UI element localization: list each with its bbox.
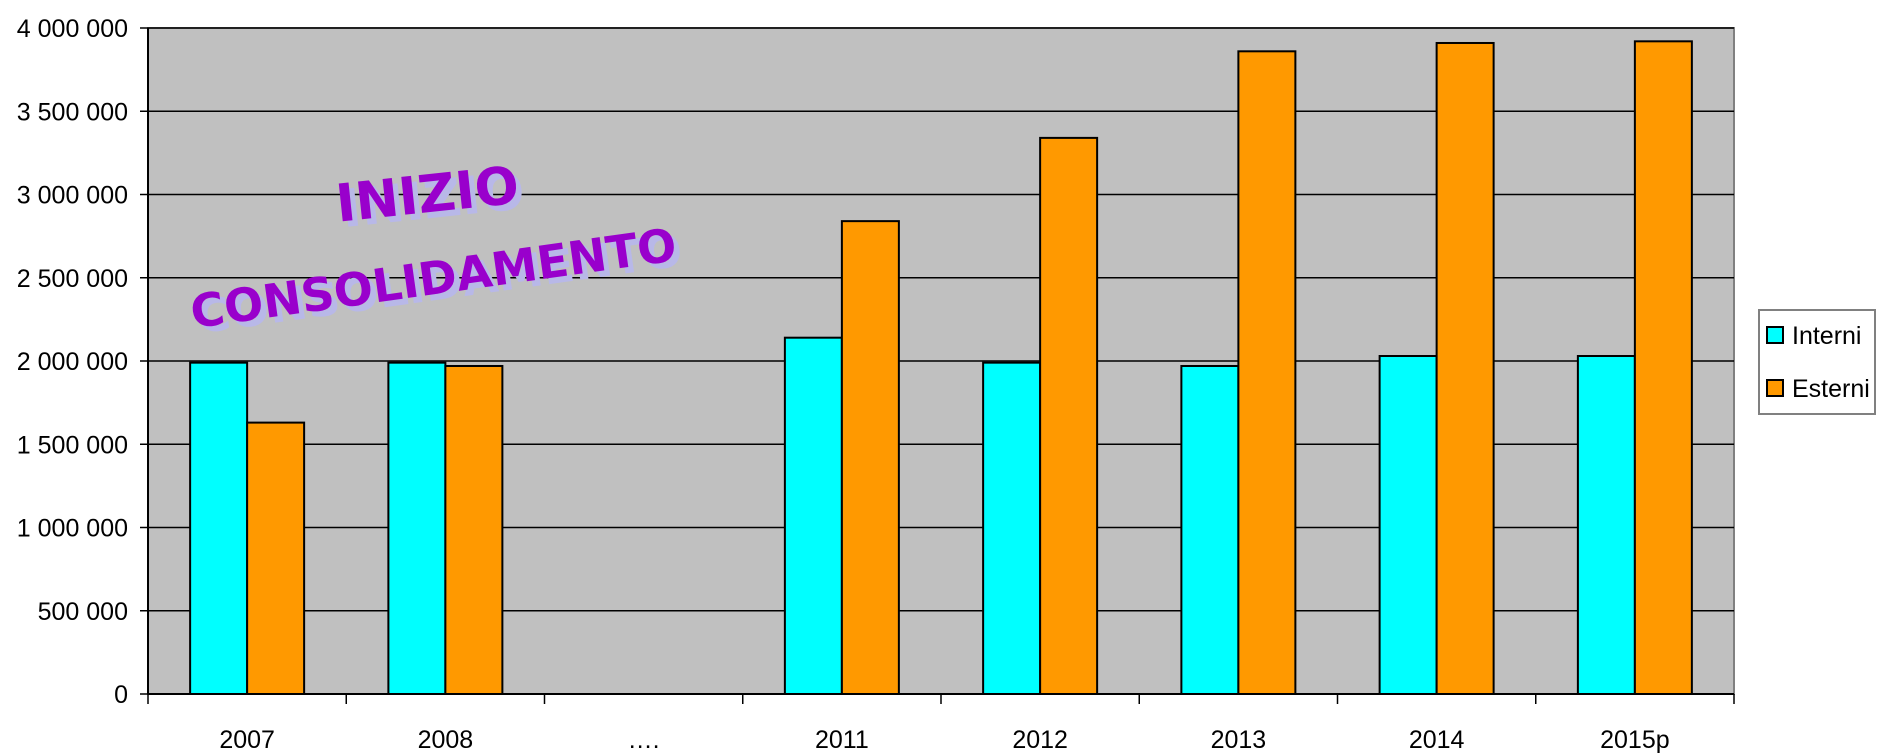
legend-swatch-esterni [1766, 379, 1784, 397]
x-tick-labels: 2007 2008 …. 2011 2012 2013 2014 2015p [147, 694, 1735, 754]
bar-interni-2013 [1180, 364, 1240, 695]
y-tick-labels: 0 500 000 1 000 000 1 500 000 2 000 000 2 500… [17, 15, 148, 709]
bars [189, 40, 1693, 696]
bar-esterni-2014 [1435, 41, 1495, 696]
bar-esterni-2013 [1237, 50, 1297, 696]
x-tick-label: 2012 [1012, 726, 1068, 754]
bar-interni-2015p [1576, 355, 1636, 695]
legend-label-interni: Interni [1792, 322, 1861, 350]
y-tick-label: 1 500 000 [17, 431, 128, 459]
y-tick-label: 1 000 000 [17, 515, 128, 543]
x-tick-label: …. [628, 726, 660, 754]
bar-interni-2014 [1378, 355, 1438, 695]
bar-esterni-2007 [246, 421, 306, 695]
y-tick-label: 2 500 000 [17, 265, 128, 293]
x-tick-label: 2011 [815, 726, 869, 754]
bar-interni-2012 [982, 361, 1042, 695]
x-tick-label: 2008 [418, 726, 474, 754]
y-tick-label: 3 000 000 [17, 182, 128, 210]
bar-interni-2007 [189, 361, 249, 695]
x-tick-label: 2013 [1211, 726, 1267, 754]
legend: Interni Esterni [1758, 309, 1876, 415]
bar-interni-2008 [387, 361, 447, 695]
bar-esterni-2015p [1633, 40, 1693, 695]
y-tick-label: 0 [114, 681, 128, 709]
y-tick-label: 2 000 000 [17, 348, 128, 376]
bar-esterni-2011 [840, 220, 900, 695]
x-tick-label: 2015p [1600, 726, 1670, 754]
bar-esterni-2008 [444, 364, 504, 695]
legend-label-esterni: Esterni [1792, 375, 1870, 403]
bar-interni-2011 [783, 336, 843, 695]
x-tick-label: 2014 [1409, 726, 1465, 754]
y-tick-label: 4 000 000 [17, 15, 128, 43]
y-tick-label: 3 500 000 [17, 98, 128, 126]
bar-esterni-2012 [1039, 136, 1099, 695]
x-tick-label: 2007 [219, 726, 275, 754]
legend-swatch-interni [1766, 326, 1784, 344]
y-tick-label: 500 000 [38, 598, 128, 626]
